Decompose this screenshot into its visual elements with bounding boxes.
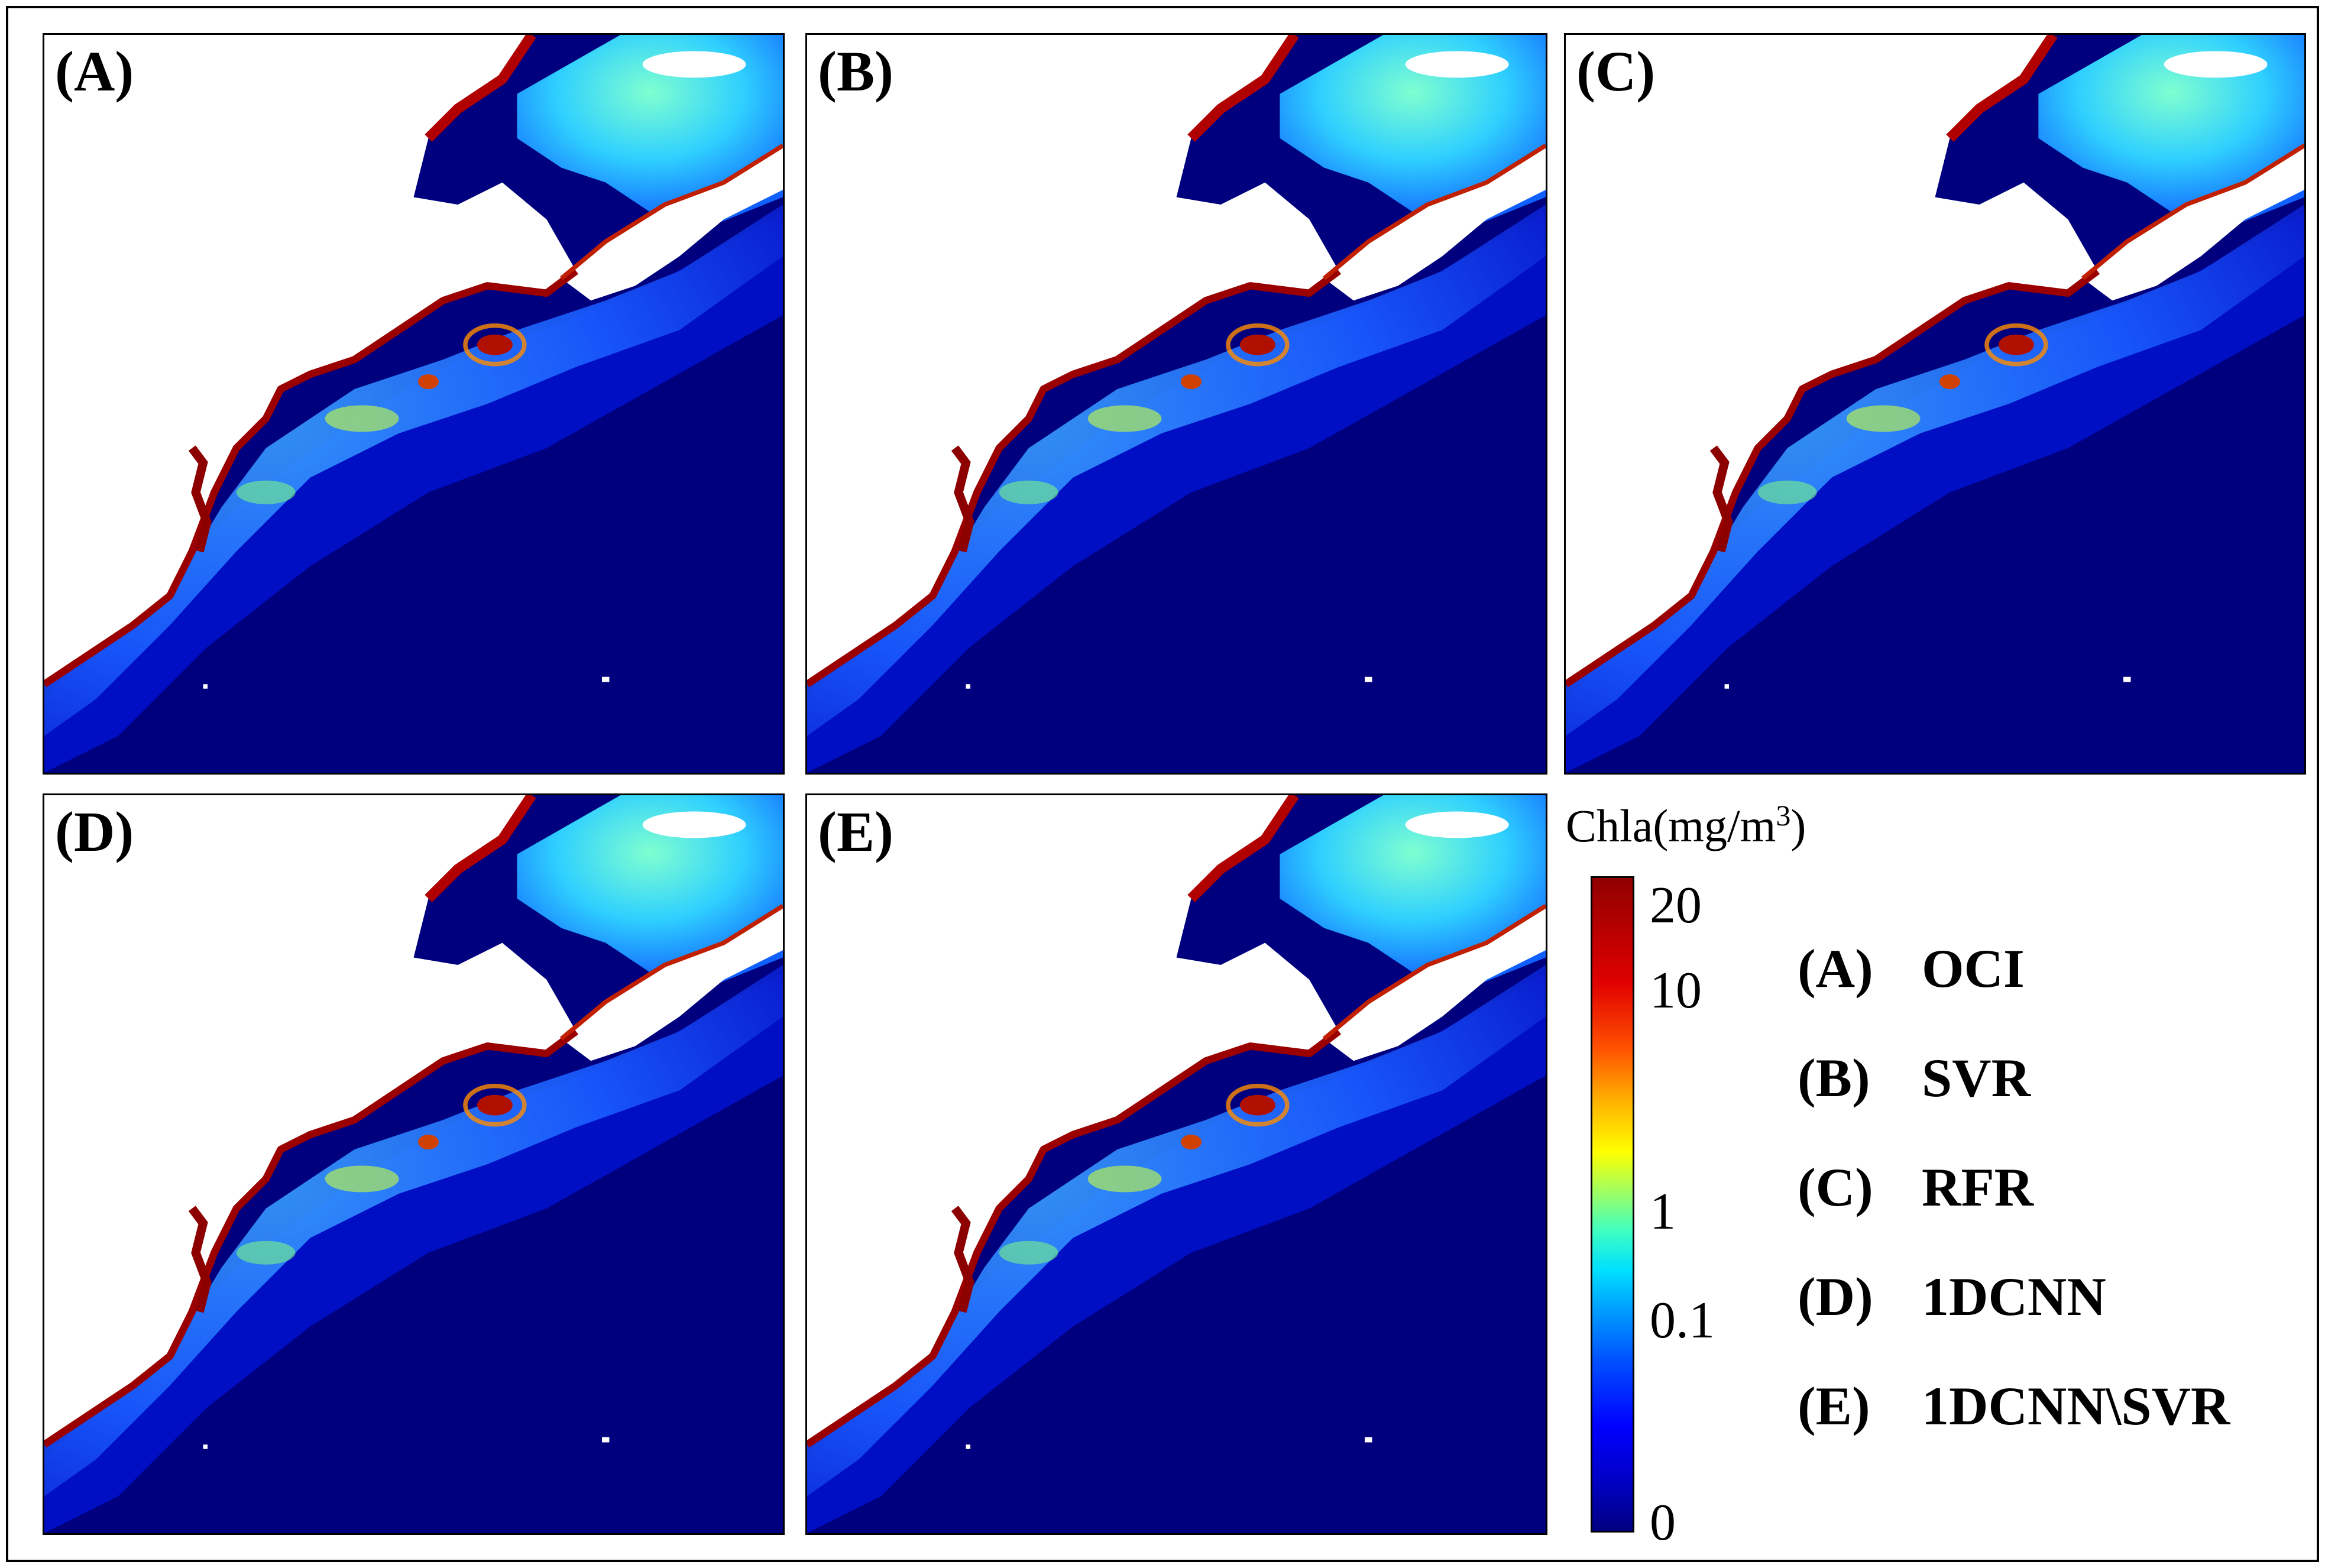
- colorbar-tick-20: 20: [1650, 877, 1702, 934]
- chla-map-oci: [44, 35, 783, 773]
- figure-frame: [6, 6, 2319, 1562]
- chla-map-rfr: [1566, 35, 2304, 773]
- chla-map-1dcnn-svr: [807, 795, 1546, 1533]
- panel-label-e: (E): [818, 800, 893, 863]
- panel-label-b: (B): [818, 40, 893, 103]
- panel-label-c: (C): [1576, 40, 1656, 103]
- legend-item-oci: (A) OCI: [1798, 938, 2025, 999]
- panel-label-d: (D): [55, 800, 134, 863]
- colorbar-title: Chla(mg/m3): [1566, 799, 1806, 851]
- legend-item-1dcnn: (D) 1DCNN: [1798, 1266, 2106, 1327]
- colorbar-tick-0-1: 0.1: [1650, 1292, 1715, 1349]
- colorbar-tick-1: 1: [1650, 1183, 1676, 1240]
- colorbar-tick-0: 0: [1650, 1494, 1676, 1551]
- chla-map-1dcnn: [44, 795, 783, 1533]
- legend-item-1dcnn-svr: (E) 1DCNN\SVR: [1798, 1376, 2230, 1436]
- colorbar: [1591, 876, 1634, 1533]
- map-panel-c: (C): [1564, 33, 2306, 775]
- legend-item-svr: (B) SVR: [1798, 1048, 2031, 1108]
- chla-map-svr: [807, 35, 1546, 773]
- map-panel-d: (D): [43, 793, 785, 1535]
- map-panel-e: (E): [805, 793, 1547, 1535]
- map-panel-a: (A): [43, 33, 785, 775]
- map-panel-b: (B): [805, 33, 1547, 775]
- colorbar-tick-10: 10: [1650, 962, 1702, 1019]
- legend-item-rfr: (C) RFR: [1798, 1157, 2034, 1217]
- panel-label-a: (A): [55, 40, 134, 103]
